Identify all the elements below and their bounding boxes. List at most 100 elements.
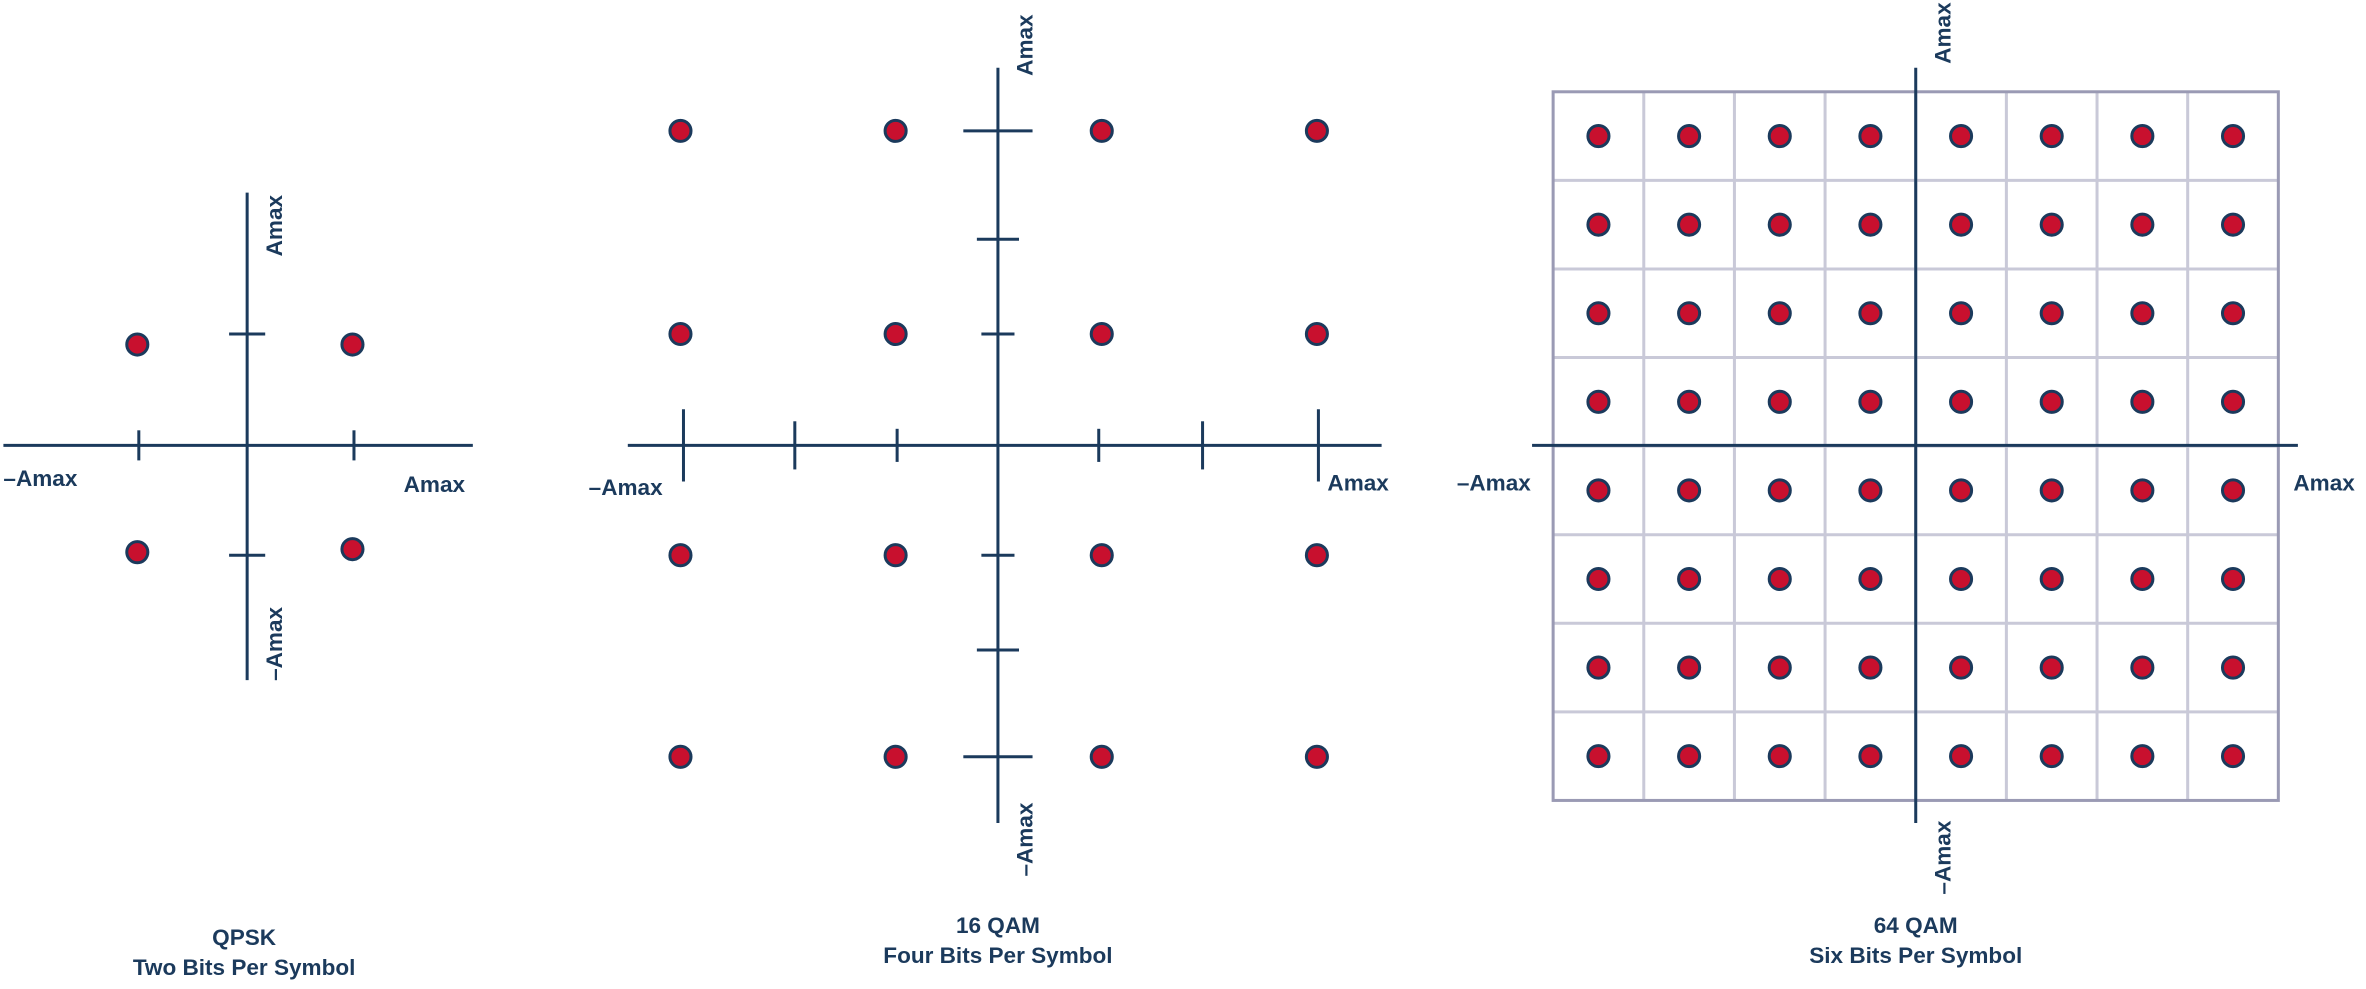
symbol-point xyxy=(1586,301,1611,326)
symbol-point xyxy=(1858,655,1883,680)
symbol-point xyxy=(1858,744,1883,769)
symbol-point xyxy=(2220,566,2246,592)
symbol-point xyxy=(1089,744,1114,769)
symbol-point xyxy=(2130,744,2155,769)
symbol-point xyxy=(2130,655,2155,680)
symbol-point xyxy=(2220,478,2246,503)
symbol-point xyxy=(2039,744,2064,769)
symbol-point xyxy=(1586,389,1611,414)
symbol-point xyxy=(1949,212,1974,237)
symbol-point xyxy=(2039,655,2064,680)
symbol-point xyxy=(1677,212,1702,237)
symbol-point xyxy=(1677,301,1702,326)
symbol-point xyxy=(1304,744,1329,769)
diagram-title: 16 QAM xyxy=(956,913,1040,938)
symbol-point xyxy=(1949,655,1974,680)
symbol-point xyxy=(1586,478,1611,503)
symbol-point xyxy=(1089,321,1114,347)
diagram-title: 64 QAM xyxy=(1874,913,1958,938)
symbol-point xyxy=(2130,124,2155,149)
symbol-point xyxy=(2220,124,2246,149)
symbol-point xyxy=(1767,124,1792,149)
symbol-point xyxy=(1586,655,1611,680)
symbol-point xyxy=(883,744,908,769)
symbol-point xyxy=(1767,389,1792,414)
symbol-point xyxy=(1858,478,1883,503)
symbol-point xyxy=(668,744,693,769)
symbol-point xyxy=(883,321,908,347)
symbol-point xyxy=(1677,566,1702,592)
symbol-point xyxy=(125,332,150,357)
symbol-point xyxy=(1677,744,1702,769)
symbol-point xyxy=(1677,389,1702,414)
symbol-point xyxy=(1949,566,1974,592)
y-min-label: –Amax xyxy=(262,607,287,681)
x-max-label: Amax xyxy=(2293,470,2355,495)
symbol-point xyxy=(2220,301,2246,326)
symbol-point xyxy=(1304,118,1329,143)
symbol-point xyxy=(1949,478,1974,503)
symbol-point xyxy=(1089,118,1114,143)
symbol-point xyxy=(1586,566,1611,592)
y-max-label: Amax xyxy=(1930,2,1955,64)
symbol-point xyxy=(2130,566,2155,592)
symbol-point xyxy=(1767,212,1792,237)
x-min-label: –Amax xyxy=(1457,470,1531,495)
symbol-point xyxy=(1586,212,1611,237)
symbol-point xyxy=(340,537,365,562)
symbol-point xyxy=(2039,212,2064,237)
y-max-label: Amax xyxy=(262,195,287,257)
symbol-point xyxy=(2130,212,2155,237)
diagram-subtitle: Six Bits Per Symbol xyxy=(1809,943,2022,968)
symbol-point xyxy=(1767,478,1792,503)
symbol-point xyxy=(1767,744,1792,769)
symbol-point xyxy=(1767,301,1792,326)
symbol-point xyxy=(2039,566,2064,592)
symbol-point xyxy=(2039,124,2064,149)
symbol-point xyxy=(1677,478,1702,503)
symbol-point xyxy=(2130,389,2155,414)
symbol-point xyxy=(2220,389,2246,414)
x-max-label: Amax xyxy=(1327,470,1389,495)
symbol-point xyxy=(125,540,150,565)
diagram-subtitle: Two Bits Per Symbol xyxy=(133,955,356,980)
symbol-point xyxy=(2130,478,2155,503)
symbol-point xyxy=(2220,212,2246,237)
symbol-point xyxy=(1586,744,1611,769)
y-min-label: –Amax xyxy=(1013,802,1038,876)
symbol-point xyxy=(1858,389,1883,414)
symbol-point xyxy=(883,543,908,568)
symbol-point xyxy=(1304,543,1329,568)
symbol-point xyxy=(1858,566,1883,592)
symbol-point xyxy=(1677,124,1702,149)
symbol-point xyxy=(2130,301,2155,326)
symbol-point xyxy=(1858,212,1883,237)
symbol-point xyxy=(2220,744,2246,769)
symbol-point xyxy=(1949,301,1974,326)
symbol-point xyxy=(1767,566,1792,592)
symbol-point xyxy=(668,118,693,143)
symbol-point xyxy=(1858,301,1883,326)
x-min-label: –Amax xyxy=(589,475,663,500)
diagram-subtitle: Four Bits Per Symbol xyxy=(883,943,1112,968)
symbol-point xyxy=(2220,655,2246,680)
y-max-label: Amax xyxy=(1013,14,1038,76)
symbol-point xyxy=(1949,744,1974,769)
symbol-point xyxy=(2039,301,2064,326)
symbol-point xyxy=(1586,124,1611,149)
diagram-title: QPSK xyxy=(212,925,277,950)
symbol-point xyxy=(1949,124,1974,149)
y-min-label: –Amax xyxy=(1930,820,1955,894)
symbol-point xyxy=(1767,655,1792,680)
symbol-point xyxy=(340,332,365,357)
x-max-label: Amax xyxy=(404,472,466,497)
symbol-point xyxy=(1677,655,1702,680)
symbol-point xyxy=(1304,321,1329,347)
symbol-point xyxy=(2039,389,2064,414)
symbol-point xyxy=(1858,124,1883,149)
symbol-point xyxy=(2039,478,2064,503)
x-min-label: –Amax xyxy=(3,466,77,491)
symbol-point xyxy=(1949,389,1974,414)
